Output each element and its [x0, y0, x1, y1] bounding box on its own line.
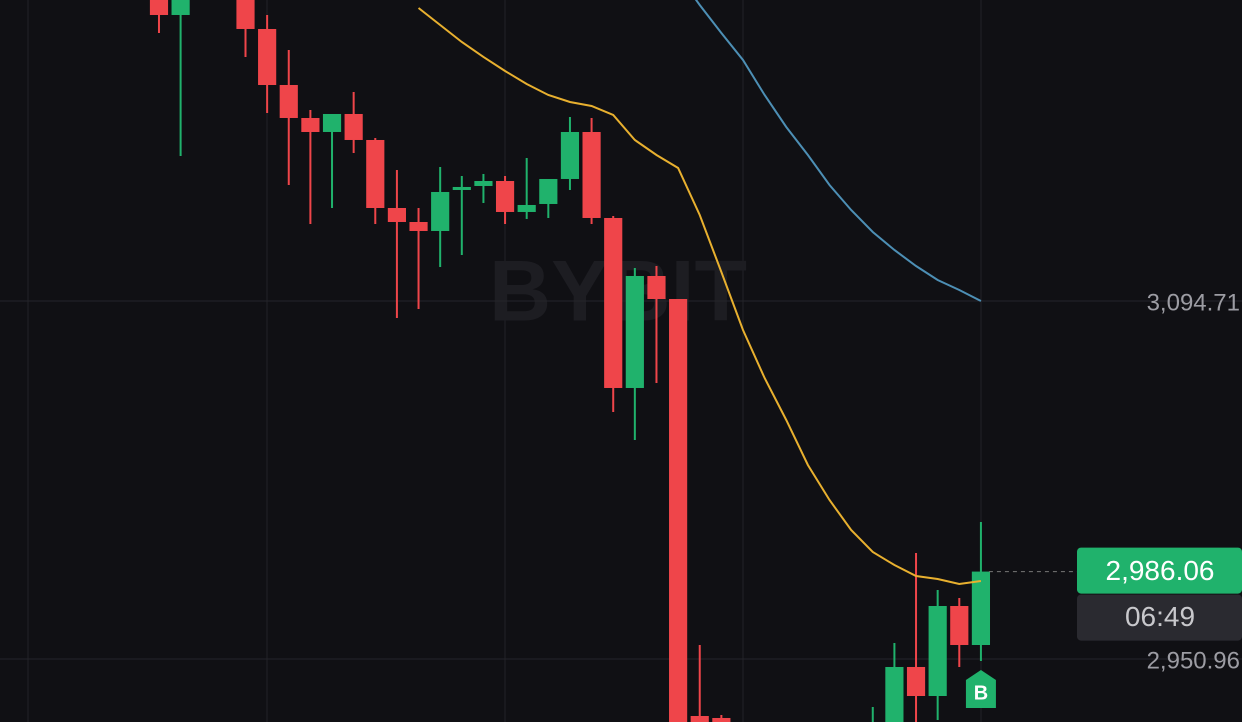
candle-body — [452, 186, 471, 190]
moving-average — [417, 7, 982, 586]
candle-body — [517, 204, 536, 212]
candle-body — [885, 666, 904, 722]
candle-body — [301, 117, 320, 132]
candle-body — [560, 131, 580, 179]
moving-average — [694, 0, 982, 302]
candle-body — [366, 139, 385, 209]
countdown-box — [1077, 594, 1242, 641]
candle-body — [906, 666, 926, 696]
candle-body — [950, 605, 969, 645]
last-price-box — [1077, 547, 1242, 594]
candle-body — [582, 131, 601, 218]
last-price-label: 2,986.06 — [1106, 555, 1215, 586]
buy-marker — [965, 670, 996, 708]
candle-body — [431, 191, 450, 231]
candle-body — [409, 221, 428, 231]
candle-body — [604, 217, 623, 388]
candle-body — [344, 113, 363, 140]
countdown: 06:49 — [1125, 601, 1195, 632]
candle-body — [279, 84, 298, 118]
candle-body — [495, 181, 515, 212]
buy-marker-label: B — [974, 682, 988, 704]
candle-body — [236, 0, 255, 29]
candle-body — [712, 717, 731, 722]
candle-body — [971, 571, 991, 645]
time-grid — [27, 0, 982, 722]
candle-body — [539, 178, 558, 204]
candle-body — [474, 181, 493, 186]
candle-body — [647, 275, 666, 300]
candle-body — [669, 299, 688, 722]
candle-body — [387, 208, 406, 222]
candle-body — [171, 0, 190, 15]
candle-body — [149, 0, 169, 15]
y-tick-label: 2,950.96 — [1147, 647, 1240, 674]
candle-body — [258, 28, 277, 85]
candle-body — [322, 113, 342, 132]
candle-body — [928, 605, 947, 696]
candle-body — [690, 715, 709, 722]
y-tick-label: 3,094.71 — [1147, 289, 1240, 316]
candle-body — [625, 275, 644, 388]
